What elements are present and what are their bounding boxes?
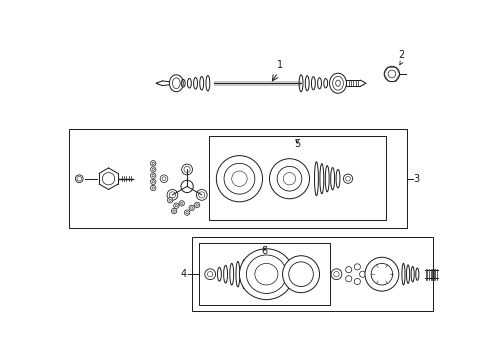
Circle shape — [345, 276, 351, 282]
Circle shape — [150, 167, 156, 172]
Text: 4: 4 — [181, 269, 187, 279]
Circle shape — [75, 175, 83, 183]
Text: 5: 5 — [293, 139, 300, 149]
Circle shape — [330, 269, 341, 280]
Circle shape — [359, 271, 365, 277]
Circle shape — [173, 203, 179, 208]
Circle shape — [150, 185, 156, 191]
Bar — [199, 243, 329, 305]
Circle shape — [181, 180, 193, 193]
Circle shape — [167, 189, 178, 200]
Circle shape — [150, 179, 156, 184]
Circle shape — [184, 210, 189, 215]
Circle shape — [364, 257, 398, 291]
Circle shape — [160, 175, 167, 183]
Circle shape — [179, 201, 184, 206]
Text: 3: 3 — [413, 174, 419, 184]
Circle shape — [353, 278, 360, 285]
Circle shape — [196, 189, 207, 200]
Circle shape — [345, 267, 351, 273]
Circle shape — [167, 198, 172, 203]
Bar — [208, 136, 385, 220]
Bar — [191, 237, 432, 311]
Bar — [68, 130, 407, 228]
Circle shape — [182, 164, 192, 175]
Circle shape — [282, 256, 319, 293]
Circle shape — [343, 174, 352, 183]
Circle shape — [189, 205, 194, 211]
Circle shape — [150, 173, 156, 178]
Circle shape — [216, 156, 262, 202]
Circle shape — [384, 66, 399, 82]
Circle shape — [171, 208, 176, 214]
Text: 1: 1 — [277, 60, 283, 70]
Circle shape — [269, 159, 309, 199]
Ellipse shape — [169, 75, 183, 92]
Ellipse shape — [329, 73, 346, 93]
Circle shape — [353, 264, 360, 270]
Text: 2: 2 — [397, 50, 404, 60]
Circle shape — [194, 202, 200, 208]
Ellipse shape — [239, 249, 293, 300]
Circle shape — [204, 269, 215, 280]
Circle shape — [150, 161, 156, 166]
Text: 6: 6 — [261, 247, 267, 256]
